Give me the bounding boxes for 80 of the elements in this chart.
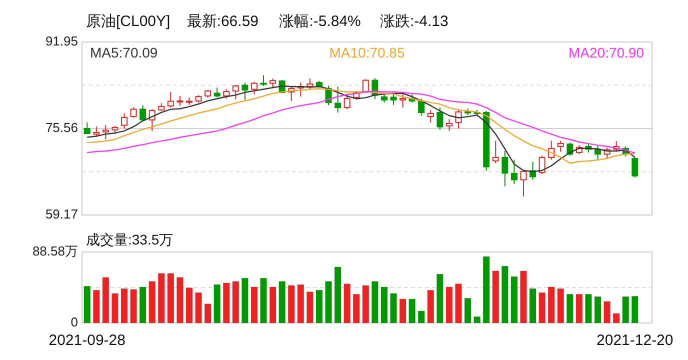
candlestick bbox=[446, 118, 452, 132]
y-tick-label: 75.56 bbox=[45, 120, 78, 135]
bar bbox=[176, 277, 184, 323]
y-tick-label: 91.95 bbox=[45, 33, 78, 48]
bar bbox=[140, 286, 146, 323]
bar bbox=[380, 286, 388, 323]
bar bbox=[93, 290, 100, 323]
bar bbox=[204, 304, 212, 323]
text: 最新:66.59 bbox=[186, 12, 259, 30]
text: 涨跌:-4.13 bbox=[380, 12, 448, 30]
bar bbox=[446, 286, 452, 323]
bar bbox=[483, 256, 490, 323]
bar bbox=[502, 266, 508, 323]
bar bbox=[613, 313, 620, 323]
y-tick-label: 88.58万 bbox=[32, 243, 78, 258]
candlestick bbox=[334, 86, 342, 114]
bar bbox=[297, 284, 304, 323]
bar bbox=[242, 278, 248, 323]
bar bbox=[474, 316, 480, 323]
bar bbox=[278, 281, 286, 323]
bar bbox=[325, 281, 332, 323]
bar bbox=[594, 296, 602, 323]
bar bbox=[334, 266, 342, 323]
candlestick bbox=[120, 112, 128, 129]
bar bbox=[167, 273, 174, 323]
bar bbox=[288, 285, 295, 323]
bar bbox=[232, 281, 239, 323]
bar bbox=[390, 293, 397, 323]
bar bbox=[538, 292, 546, 323]
text: MA10:70.85 bbox=[329, 44, 405, 61]
bar bbox=[372, 281, 378, 323]
chart-title: 原油[CL00Y] bbox=[86, 12, 170, 30]
x-tick-label: 2021-09-28 bbox=[48, 332, 126, 349]
bar bbox=[464, 298, 472, 323]
bar bbox=[492, 270, 499, 323]
chart-title: 成交量:33.5万 bbox=[86, 232, 174, 248]
text: MA5:70.09 bbox=[90, 44, 158, 61]
bar bbox=[260, 278, 267, 323]
bar bbox=[427, 290, 434, 323]
bar bbox=[418, 310, 425, 323]
bar bbox=[130, 289, 137, 323]
bar bbox=[408, 298, 416, 323]
bar bbox=[270, 286, 276, 323]
bar bbox=[316, 290, 322, 323]
bar bbox=[102, 277, 109, 323]
text: 涨幅:-5.84% bbox=[279, 12, 361, 30]
bar bbox=[548, 286, 555, 323]
bar bbox=[455, 284, 462, 323]
bar bbox=[530, 288, 536, 323]
y-tick-label: 0 bbox=[70, 314, 78, 330]
bar bbox=[148, 281, 156, 323]
candlestick bbox=[427, 110, 434, 123]
bar bbox=[223, 282, 230, 323]
bar bbox=[557, 288, 564, 323]
bar bbox=[622, 296, 629, 323]
bar bbox=[195, 292, 202, 323]
bar bbox=[214, 284, 220, 323]
bar bbox=[112, 293, 118, 323]
bar bbox=[362, 285, 369, 323]
bar bbox=[158, 273, 165, 323]
bar bbox=[576, 294, 582, 323]
y-tick-label: 59.17 bbox=[45, 206, 78, 222]
bar bbox=[604, 301, 610, 323]
bar bbox=[510, 276, 518, 323]
bar bbox=[436, 274, 444, 323]
bar bbox=[186, 288, 192, 323]
bar bbox=[344, 284, 350, 323]
bar bbox=[632, 296, 638, 323]
bar bbox=[566, 294, 574, 323]
bar bbox=[585, 294, 592, 323]
bar bbox=[306, 292, 314, 323]
bar bbox=[353, 294, 360, 323]
bar bbox=[250, 286, 258, 323]
bar bbox=[400, 298, 406, 323]
bar bbox=[120, 288, 128, 323]
candlestick bbox=[510, 159, 518, 185]
bar bbox=[520, 270, 527, 323]
x-tick-label: 2021-12-20 bbox=[596, 332, 674, 349]
text: MA20:70.90 bbox=[568, 44, 644, 61]
bar bbox=[84, 286, 90, 323]
